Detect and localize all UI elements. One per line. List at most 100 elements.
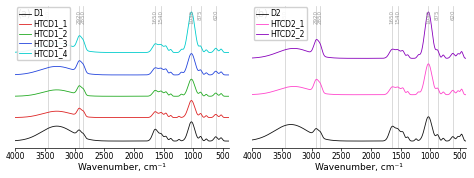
Text: 620: 620 (213, 10, 218, 20)
Text: 620: 620 (450, 10, 455, 20)
D2 (463, 140, 469, 142)
HTCD2_2 (275, 51, 281, 53)
Text: 1650: 1650 (389, 10, 394, 24)
HTCD1_2 (26, 94, 32, 96)
HTCD1_3 (160, 68, 165, 70)
HTCD2_1 (426, 63, 431, 65)
HTCD1_2 (79, 86, 84, 88)
D1 (189, 121, 194, 123)
Legend: D1, HTCD1_1, HTCD1_2, HTCD1_3, HTCD1_4: D1, HTCD1_1, HTCD1_2, HTCD1_3, HTCD1_4 (17, 7, 71, 60)
HTCD1_1 (79, 109, 84, 111)
HTCD1_2 (226, 95, 232, 97)
HTCD2_1 (275, 89, 281, 91)
HTCD1_3 (26, 72, 32, 74)
HTCD1_2 (160, 91, 165, 93)
Text: 1030: 1030 (189, 10, 194, 24)
HTCD1_4 (38, 46, 44, 48)
Text: 1540: 1540 (396, 10, 401, 24)
Line: D2: D2 (252, 117, 466, 141)
HTCD1_4 (189, 11, 194, 13)
Legend: D2, HTCD2_1, HTCD2_2: D2, HTCD2_1, HTCD2_2 (254, 7, 307, 41)
HTCD2_2 (463, 57, 469, 59)
HTCD2_2 (373, 57, 379, 59)
HTCD1_1 (38, 113, 44, 115)
HTCD1_3 (38, 69, 44, 71)
HTCD1_3 (12, 74, 18, 76)
HTCD1_2 (38, 92, 44, 94)
D1 (79, 131, 84, 133)
HTCD2_1 (263, 92, 269, 94)
Line: HTCD2_1: HTCD2_1 (252, 64, 466, 95)
HTCD2_1 (397, 87, 403, 90)
D1 (226, 140, 232, 142)
Text: 1540: 1540 (159, 10, 164, 24)
D2 (373, 140, 379, 142)
X-axis label: Wavenumber, cm⁻¹: Wavenumber, cm⁻¹ (78, 163, 166, 172)
HTCD1_3 (177, 72, 183, 74)
Line: HTCD1_2: HTCD1_2 (15, 79, 229, 96)
D2 (414, 139, 420, 141)
HTCD1_1 (160, 113, 165, 115)
HTCD2_1 (374, 94, 379, 96)
HTCD1_1 (226, 117, 232, 119)
D2 (426, 116, 431, 118)
HTCD1_4 (177, 49, 183, 52)
HTCD2_1 (414, 92, 420, 94)
HTCD1_4 (26, 49, 32, 52)
HTCD1_3 (226, 74, 232, 76)
HTCD2_2 (426, 11, 431, 13)
Text: 3450: 3450 (283, 10, 287, 24)
Text: 2850: 2850 (81, 10, 86, 24)
HTCD2_1 (249, 93, 255, 96)
HTCD1_4 (38, 46, 44, 48)
HTCD1_4 (79, 36, 84, 39)
Line: HTCD1_1: HTCD1_1 (15, 101, 229, 118)
HTCD2_2 (414, 55, 420, 57)
Text: 2920: 2920 (314, 10, 319, 24)
HTCD2_1 (316, 80, 321, 82)
D1 (26, 137, 32, 139)
X-axis label: Wavenumber, cm⁻¹: Wavenumber, cm⁻¹ (315, 163, 403, 172)
D2 (316, 129, 321, 131)
HTCD2_2 (249, 57, 255, 59)
D2 (275, 128, 281, 130)
D1 (38, 131, 44, 133)
Text: 1650: 1650 (152, 10, 157, 24)
Text: (b): (b) (255, 8, 268, 18)
HTCD2_1 (463, 94, 469, 96)
HTCD2_1 (275, 89, 281, 91)
HTCD1_1 (12, 116, 18, 119)
HTCD1_4 (12, 51, 18, 53)
HTCD2_2 (275, 51, 281, 53)
Text: (a): (a) (18, 8, 31, 18)
Text: 3450: 3450 (46, 10, 50, 24)
D2 (249, 139, 255, 141)
HTCD1_1 (38, 113, 44, 115)
Line: HTCD2_2: HTCD2_2 (252, 12, 466, 58)
Line: HTCD1_4: HTCD1_4 (15, 12, 229, 53)
D1 (38, 131, 44, 134)
Line: D1: D1 (15, 122, 229, 141)
HTCD1_2 (189, 78, 194, 80)
HTCD1_1 (26, 116, 32, 118)
HTCD1_4 (226, 51, 232, 54)
Text: 875: 875 (435, 10, 440, 20)
HTCD1_1 (189, 100, 194, 102)
HTCD1_1 (177, 116, 183, 118)
Text: 875: 875 (198, 10, 203, 20)
D2 (397, 130, 403, 132)
D2 (263, 135, 269, 137)
Text: 2920: 2920 (77, 10, 82, 24)
HTCD1_3 (79, 61, 84, 63)
D2 (275, 128, 281, 130)
HTCD2_2 (263, 55, 269, 57)
Line: HTCD1_3: HTCD1_3 (15, 54, 229, 75)
HTCD1_3 (189, 53, 194, 55)
HTCD1_2 (38, 92, 44, 94)
HTCD1_2 (12, 95, 18, 97)
HTCD1_4 (160, 45, 165, 47)
HTCD1_2 (177, 94, 183, 96)
D1 (177, 139, 183, 141)
Text: 2850: 2850 (318, 10, 323, 24)
HTCD2_2 (397, 50, 403, 52)
